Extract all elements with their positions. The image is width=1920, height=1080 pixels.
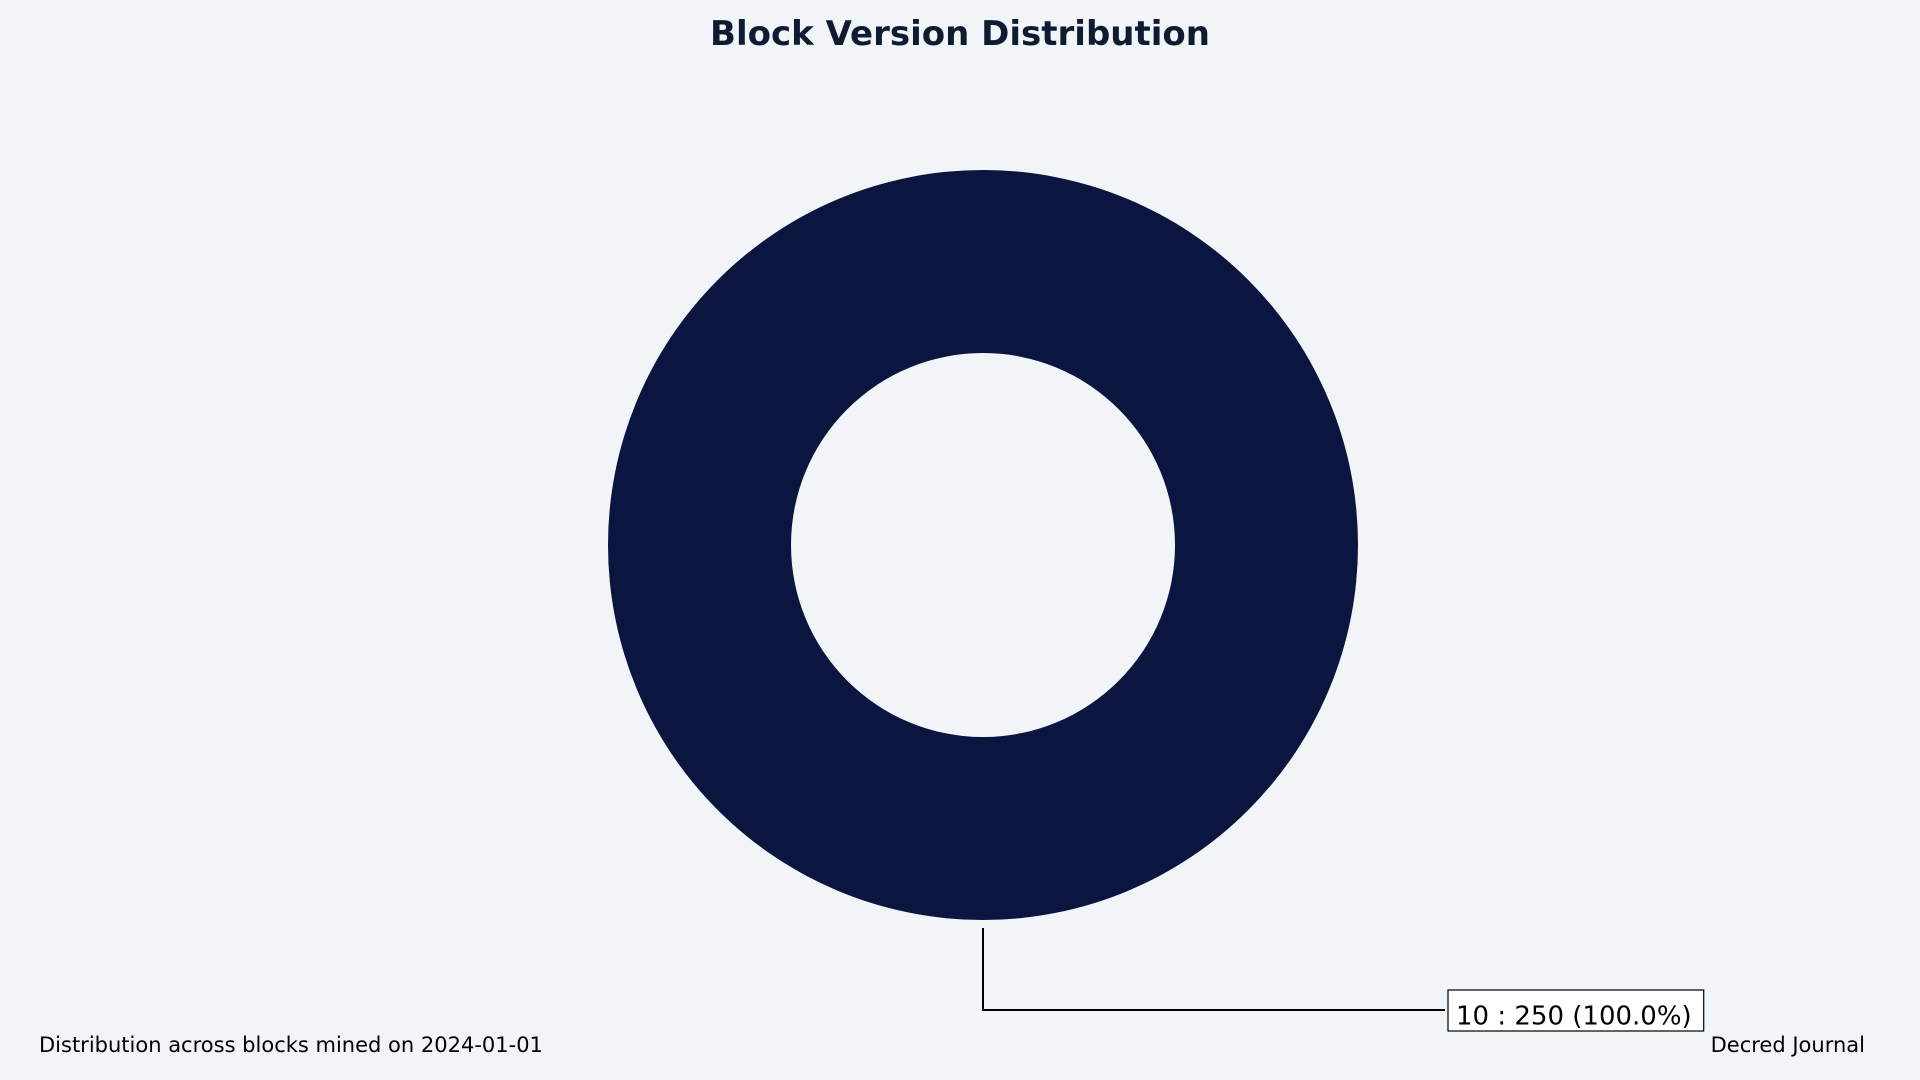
donut-slices: [608, 170, 1358, 920]
annotation-box: [1447, 989, 1705, 1032]
chart-caption: Distribution across blocks mined on 2024…: [39, 1033, 543, 1057]
donut-slice-10: [608, 170, 1358, 920]
chart-title: Block Version Distribution: [710, 14, 1210, 54]
annotation-group: 10 : 250 (100.0%): [982, 928, 1705, 1032]
chart-source: Decred Journal: [1710, 1033, 1865, 1057]
annotation-leader-line: [982, 928, 1445, 1011]
slice-data-label: 10 : 250 (100.0%): [1456, 1002, 1692, 1032]
